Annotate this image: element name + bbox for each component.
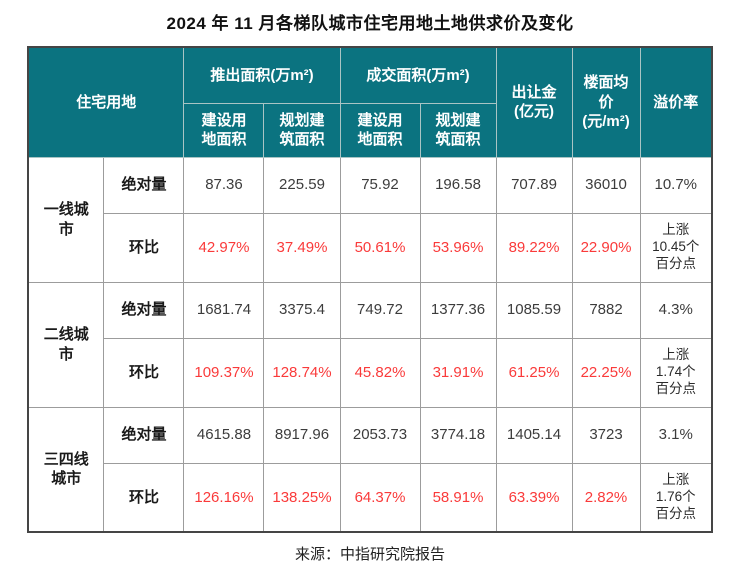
header-cell-premium-rate: 溢价率 <box>639 46 713 158</box>
value-cell-mom: 22.90% <box>571 212 641 283</box>
value-cell-premium-change: 上涨 1.76个 百分点 <box>639 462 713 533</box>
value-cell: 10.7% <box>639 156 713 214</box>
city-tier34-cell: 三四线 城市 <box>27 406 105 533</box>
row-label-mom: 环比 <box>103 462 185 533</box>
table-row: 三四线 城市 绝对量 4615.88 8917.96 2053.73 3774.… <box>27 406 713 533</box>
header-row-groups: 住宅用地 推出面积(万m²) 成交面积(万m²) 出让金 (亿元) 楼面均 价 … <box>27 46 713 158</box>
value-cell-mom: 31.91% <box>419 337 497 408</box>
value-cell: 1681.74 <box>183 281 265 339</box>
value-cell-mom: 128.74% <box>263 337 341 408</box>
value-cell-mom: 138.25% <box>263 462 341 533</box>
header-cell-transacted-planned-area: 规划建 筑面积 <box>419 102 497 158</box>
value-cell-mom: 2.82% <box>571 462 641 533</box>
table-row: 一线城 市 绝对量 87.36 225.59 75.92 196.58 707.… <box>27 156 713 283</box>
header-cell-offered-area-group: 推出面积(万m²) <box>183 46 341 104</box>
value-cell: 4615.88 <box>183 406 265 464</box>
value-cell: 36010 <box>571 156 641 214</box>
row-label-mom: 环比 <box>103 337 185 408</box>
value-cell: 87.36 <box>183 156 265 214</box>
value-cell: 749.72 <box>339 281 421 339</box>
value-cell-mom: 126.16% <box>183 462 265 533</box>
row-label-absolute: 绝对量 <box>103 406 185 464</box>
value-cell-mom: 53.96% <box>419 212 497 283</box>
table-row: 环比 109.37% 128.74% 45.82% 31.91% 61.25% … <box>28 337 713 408</box>
value-cell: 1405.14 <box>495 406 573 464</box>
value-cell: 3774.18 <box>419 406 497 464</box>
header-cell-transacted-area-group: 成交面积(万m²) <box>339 46 497 104</box>
value-cell: 1377.36 <box>419 281 497 339</box>
value-cell: 196.58 <box>419 156 497 214</box>
header-row-subcolumns: 建设用 地面积 规划建 筑面积 建设用 地面积 规划建 筑面积 <box>28 102 712 158</box>
city-tier1-cell: 一线城 市 <box>27 156 105 283</box>
header-cell-transacted-construction-area: 建设用 地面积 <box>339 102 421 158</box>
table-row: 环比 126.16% 138.25% 64.37% 58.91% 63.39% … <box>28 462 713 533</box>
source-caption: 来源：中指研究院报告 <box>294 547 445 563</box>
value-cell: 3723 <box>571 406 641 464</box>
value-cell-mom: 109.37% <box>183 337 265 408</box>
page-title: 2024 年 11 月各梯队城市住宅用地土地供求价及变化 <box>166 14 574 33</box>
value-cell-mom: 50.61% <box>339 212 421 283</box>
value-cell-mom: 37.49% <box>263 212 341 283</box>
value-cell: 1085.59 <box>495 281 573 339</box>
table-row: 环比 42.97% 37.49% 50.61% 53.96% 89.22% 22… <box>28 212 713 283</box>
row-label-absolute: 绝对量 <box>103 156 185 214</box>
value-cell-mom: 63.39% <box>495 462 573 533</box>
value-cell: 8917.96 <box>263 406 341 464</box>
header-cell-land-premium: 出让金 (亿元) <box>495 46 573 158</box>
value-cell: 225.59 <box>263 156 341 214</box>
table-row: 二线城 市 绝对量 1681.74 3375.4 749.72 1377.36 … <box>27 281 713 408</box>
value-cell-mom: 22.25% <box>571 337 641 408</box>
value-cell: 4.3% <box>639 281 713 339</box>
value-cell: 3375.4 <box>263 281 341 339</box>
value-cell-mom: 89.22% <box>495 212 573 283</box>
header-cell-offered-planned-area: 规划建 筑面积 <box>263 102 341 158</box>
value-cell: 75.92 <box>339 156 421 214</box>
value-cell: 7882 <box>571 281 641 339</box>
value-cell-mom: 61.25% <box>495 337 573 408</box>
row-label-mom: 环比 <box>103 212 185 283</box>
value-cell: 707.89 <box>495 156 573 214</box>
value-cell-mom: 45.82% <box>339 337 421 408</box>
value-cell: 3.1% <box>639 406 713 464</box>
value-cell-premium-change: 上涨 10.45个 百分点 <box>639 212 713 283</box>
header-cell-floor-price: 楼面均 价 (元/m²) <box>571 46 641 158</box>
value-cell-mom: 42.97% <box>183 212 265 283</box>
city-tier2-cell: 二线城 市 <box>27 281 105 408</box>
header-cell-residential-land: 住宅用地 <box>27 46 185 158</box>
value-cell-mom: 58.91% <box>419 462 497 533</box>
value-cell-mom: 64.37% <box>339 462 421 533</box>
value-cell-premium-change: 上涨 1.74个 百分点 <box>639 337 713 408</box>
land-supply-table: 住宅用地 推出面积(万m²) 成交面积(万m²) 出让金 (亿元) 楼面均 价 … <box>26 46 714 533</box>
header-cell-offered-construction-area: 建设用 地面积 <box>183 102 265 158</box>
value-cell: 2053.73 <box>339 406 421 464</box>
row-label-absolute: 绝对量 <box>103 281 185 339</box>
